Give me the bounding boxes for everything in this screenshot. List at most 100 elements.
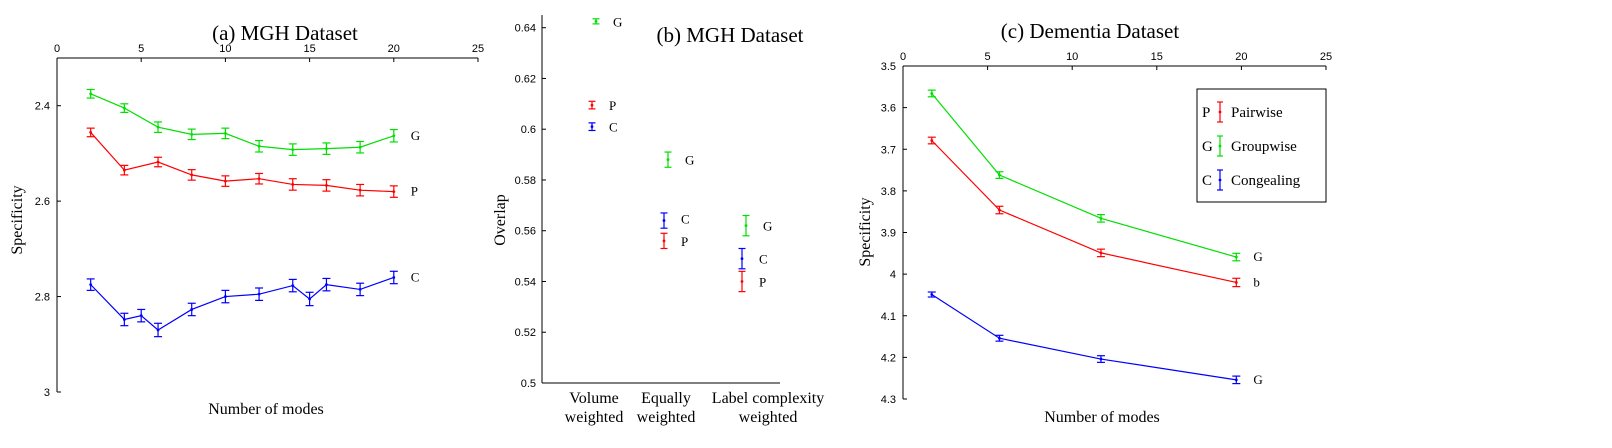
data-point-P <box>120 164 129 176</box>
panel-c-y-ticks: 3.5 3.6 3.7 3.8 3.9 4 4.1 4.2 4.3 <box>881 61 907 406</box>
y-tick-label: 0.58 <box>515 175 536 187</box>
data-point-G <box>187 128 196 141</box>
y-tick-label: 3 <box>44 387 50 399</box>
data-point-P <box>660 232 668 250</box>
x-category-label: Label complexity <box>712 390 824 407</box>
data-point-P <box>322 179 331 192</box>
legend-swatch <box>1217 169 1223 191</box>
data-point-P <box>995 205 1004 215</box>
data-point-C <box>187 302 196 317</box>
data-point-C <box>221 289 230 304</box>
x-tick-label: 10 <box>1066 51 1078 63</box>
panel-a: (a) MGH Dataset 0 5 10 15 20 25 2.4 2.6 2.8 3 Sp… <box>9 21 484 418</box>
data-point-C <box>154 322 163 338</box>
x-tick-label: 20 <box>388 43 400 55</box>
series-line-G <box>90 93 394 151</box>
legend-entry: C Congealing <box>1202 169 1301 191</box>
series-end-label: P <box>411 184 418 199</box>
y-tick-label: 4.3 <box>881 394 896 406</box>
series-end-label: G <box>411 128 420 143</box>
y-tick-label: 3.9 <box>881 228 896 240</box>
panel-b-y-ticks: 0.5 0.52 0.54 0.56 0.58 0.6 0.62 0.64 <box>515 23 546 390</box>
data-point-P <box>187 169 196 181</box>
y-tick-label: 0.6 <box>521 124 536 136</box>
data-point-C <box>356 282 365 297</box>
data-point-P <box>154 156 163 168</box>
legend-label: Pairwise <box>1231 105 1283 121</box>
series-line-P <box>90 132 394 193</box>
data-point-G <box>120 103 129 113</box>
y-tick-label: 2.4 <box>35 101 50 113</box>
data-point-C <box>738 247 746 270</box>
x-category-label: Equally <box>641 390 691 407</box>
data-point-C <box>927 291 936 298</box>
data-point-C <box>660 212 668 229</box>
data-point-P <box>86 127 95 138</box>
legend-key: C <box>1202 173 1212 189</box>
data-point-C <box>389 270 398 285</box>
data-point-C <box>322 277 331 292</box>
data-point-C <box>86 278 95 291</box>
panel-a-title: (a) MGH Dataset <box>212 21 358 45</box>
data-point-G <box>742 214 750 237</box>
data-point-G <box>664 151 672 168</box>
panel-b: (b) MGH Dataset 0.50.520.540.560.580.60.… <box>492 14 824 426</box>
data-point-P <box>221 175 230 187</box>
data-point-G <box>322 142 331 155</box>
data-point-P <box>255 172 264 185</box>
y-tick-label: 4.1 <box>881 311 896 323</box>
y-tick-label: 0.62 <box>515 73 536 85</box>
x-tick-label: 5 <box>985 51 991 63</box>
point-label: G <box>685 153 694 168</box>
legend-key: G <box>1202 139 1213 155</box>
x-category-label: weighted <box>637 409 696 426</box>
legend-swatch <box>1217 101 1223 123</box>
panel-c-title: (c) Dementia Dataset <box>1001 19 1180 43</box>
panel-c-legend: P Pairwise G Groupwise C Congealing <box>1196 88 1327 203</box>
data-point-P <box>738 270 746 293</box>
panel-a-ylabel: Specificity <box>9 185 26 254</box>
data-point-P <box>927 136 936 145</box>
x-tick-label: 5 <box>138 43 144 55</box>
y-tick-label: 3.6 <box>881 103 896 115</box>
series-end-label: C <box>411 269 420 284</box>
data-point-G <box>86 88 95 99</box>
data-point-P <box>1096 248 1105 258</box>
data-point-G <box>1232 252 1241 262</box>
data-point-C <box>288 278 297 293</box>
point-label: G <box>613 14 622 29</box>
y-tick-label: 2.6 <box>35 196 50 208</box>
panel-b-x-categories: Volume weighted Equally weighted Label compl… <box>565 390 825 426</box>
x-category-label: Volume <box>569 390 618 407</box>
point-label: P <box>609 98 616 113</box>
data-point-G <box>927 89 936 98</box>
panel-c-ylabel: Specificity <box>857 197 874 266</box>
data-point-G <box>288 143 297 156</box>
x-tick-label: 0 <box>54 43 60 55</box>
y-tick-label: 0.56 <box>515 226 536 238</box>
panel-a-series: G P C <box>86 88 420 338</box>
point-label: C <box>759 252 768 267</box>
y-tick-label: 3.8 <box>881 186 896 198</box>
panel-b-title: (b) MGH Dataset <box>657 23 804 47</box>
data-point-P <box>588 100 596 110</box>
series-end-label: G <box>1253 249 1262 264</box>
y-tick-label: 0.64 <box>515 23 536 35</box>
panel-c-x-ticks: 0 5 10 15 20 25 <box>900 51 1332 70</box>
panel-a-x-ticks: 0 5 10 15 20 25 <box>54 43 484 62</box>
y-tick-label: 4.2 <box>881 352 896 364</box>
x-tick-label: 25 <box>1320 51 1332 63</box>
legend-entry: P Pairwise <box>1202 101 1283 123</box>
panel-b-ylabel: Overlap <box>492 194 509 246</box>
data-point-C <box>588 122 596 132</box>
x-tick-label: 15 <box>1151 51 1163 63</box>
point-label: G <box>763 219 772 234</box>
series-end-label: G <box>1253 372 1262 387</box>
data-point-C <box>995 334 1004 342</box>
x-tick-label: 15 <box>303 43 315 55</box>
x-category-label: weighted <box>565 409 624 426</box>
data-point-G <box>221 127 230 140</box>
legend-label: Congealing <box>1231 173 1301 189</box>
panel-c-series: GbG <box>927 89 1263 387</box>
